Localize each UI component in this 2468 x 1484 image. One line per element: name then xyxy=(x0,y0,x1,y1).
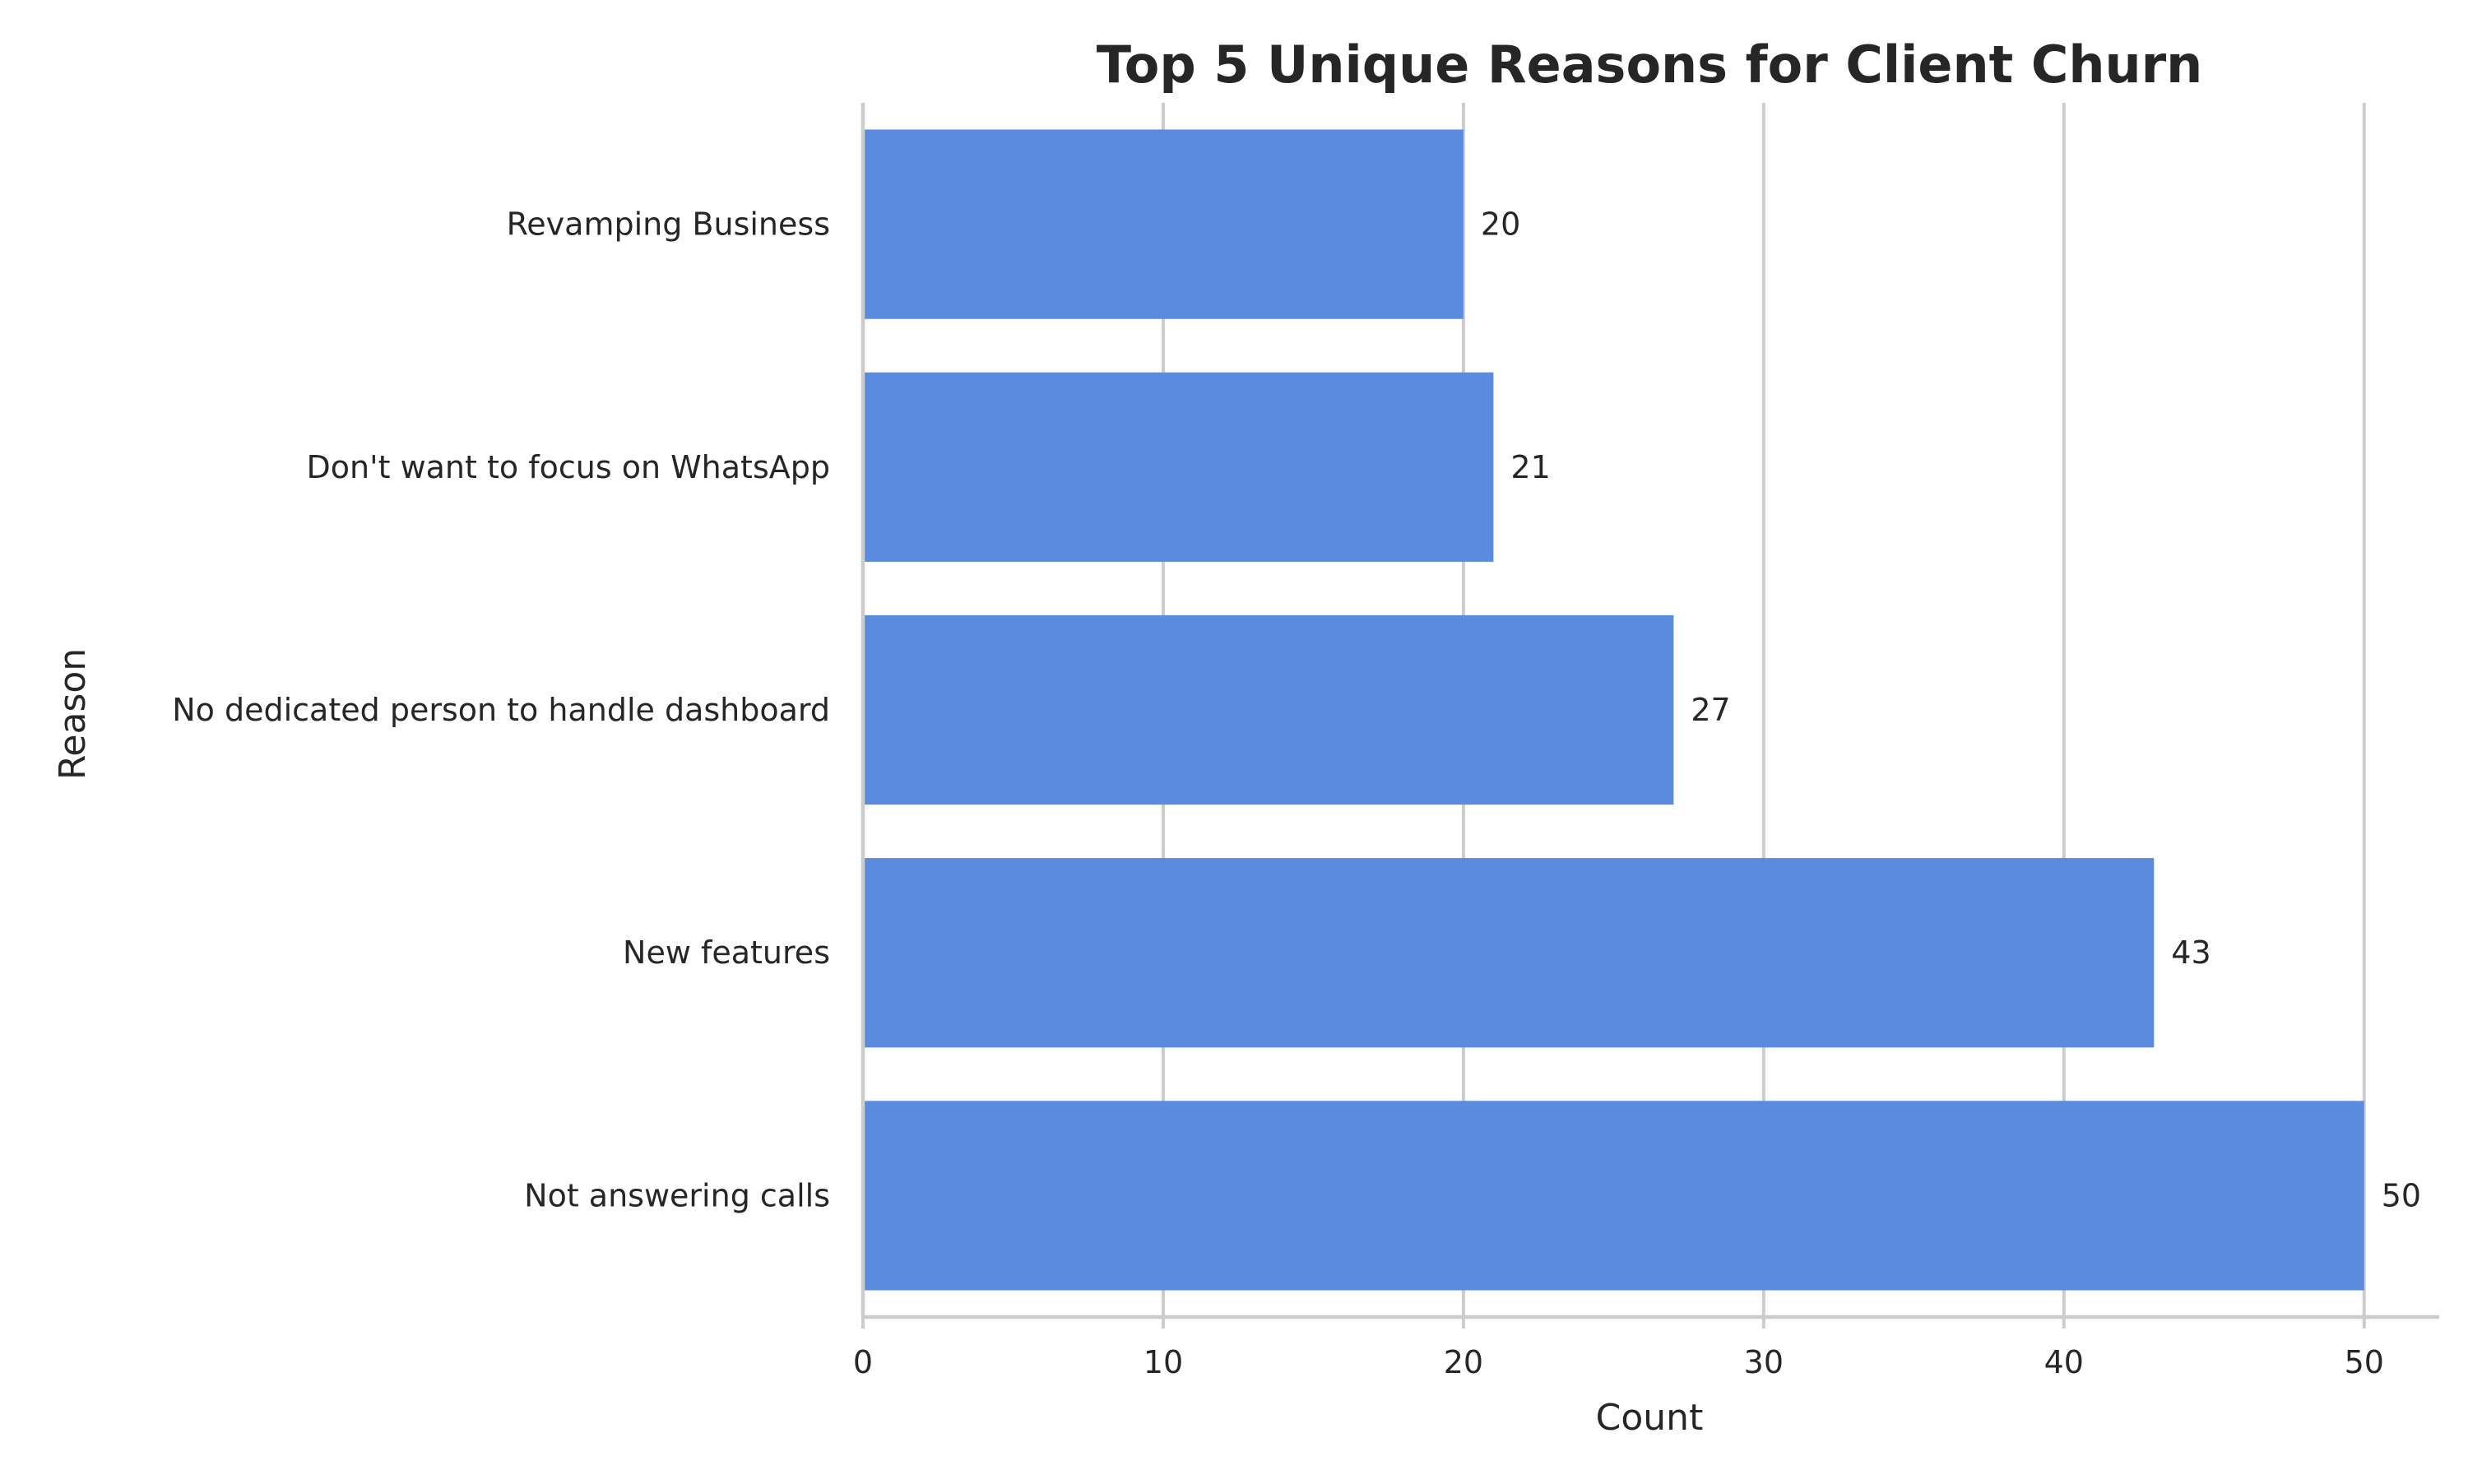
x-tick-label: 10 xyxy=(1144,1344,1183,1380)
y-tick-label: New features xyxy=(623,934,830,971)
bar xyxy=(863,858,2155,1048)
bars xyxy=(863,129,2364,1291)
data-label: 27 xyxy=(1691,692,1730,728)
x-tick-label: 40 xyxy=(2044,1344,2084,1380)
chart-title: Top 5 Unique Reasons for Client Churn xyxy=(1097,35,2203,95)
y-tick-label: Don't want to focus on WhatsApp xyxy=(307,449,830,485)
axes xyxy=(861,103,2439,1329)
y-tick-label: Revamping Business xyxy=(507,206,830,243)
y-axis-label: Reason xyxy=(52,648,94,780)
data-label: 50 xyxy=(2382,1177,2421,1213)
y-tick-label: No dedicated person to handle dashboard xyxy=(172,692,830,728)
y-tick-label: Not answering calls xyxy=(524,1177,830,1213)
labels: 0 10 20 30 40 50 Revamping Business 20 Don't wan… xyxy=(172,206,2421,1380)
x-tick-label: 50 xyxy=(2345,1344,2384,1380)
data-label: 43 xyxy=(2171,934,2211,971)
data-label: 20 xyxy=(1481,206,1520,243)
data-label: 21 xyxy=(1510,449,1550,485)
x-axis-label: Count xyxy=(1596,1397,1704,1439)
bar xyxy=(863,372,1494,562)
bar xyxy=(863,614,1674,805)
x-tick-label: 20 xyxy=(1444,1344,1483,1380)
bar xyxy=(863,1101,2364,1291)
x-tick-label: 0 xyxy=(853,1344,873,1380)
x-tick-label: 30 xyxy=(1744,1344,1784,1380)
bar xyxy=(863,129,1464,319)
